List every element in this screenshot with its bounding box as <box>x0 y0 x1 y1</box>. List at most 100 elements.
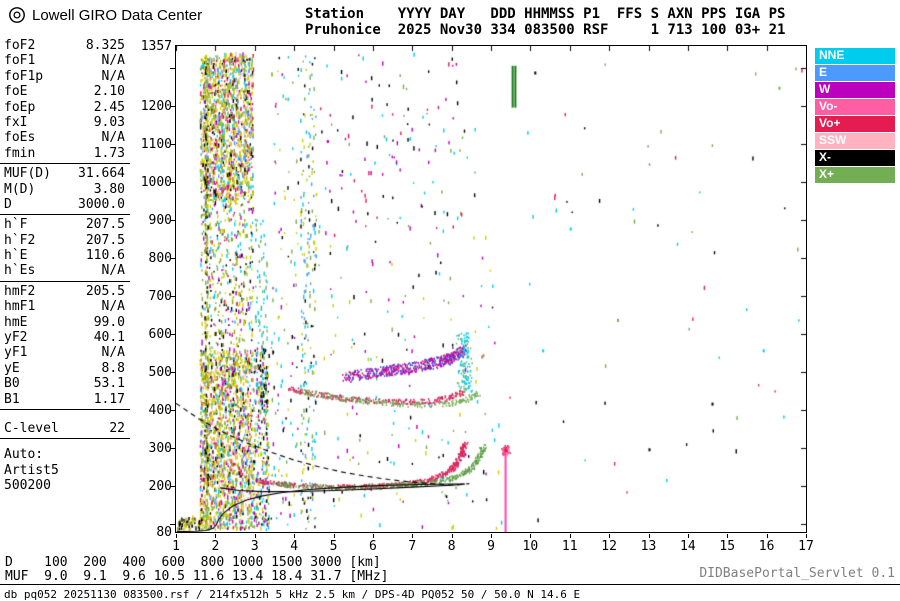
param-divider <box>0 438 130 440</box>
x-tick-mark <box>215 534 217 538</box>
ionogram-canvas <box>176 46 806 532</box>
x-tick-label: 10 <box>522 539 539 554</box>
x-tick-mark <box>806 534 807 538</box>
param-value: N/A <box>101 299 125 315</box>
param-value: 8.8 <box>101 360 125 376</box>
param-row-yf2: yF2 40.1 <box>0 330 130 345</box>
y-tick-label: 600 <box>148 327 172 343</box>
x-tick-label: 2 <box>211 539 220 554</box>
y-tick-label: 1100 <box>140 136 172 152</box>
param-value: 53.1 <box>93 376 125 392</box>
param-label: MUF(D) <box>4 166 51 182</box>
param-label: h`F <box>4 217 28 233</box>
param-row-foes: foEs N/A <box>0 130 130 145</box>
y-tick-mark <box>170 372 175 374</box>
param-row-b1: B1 1.17 <box>0 392 130 407</box>
param-value: 8.325 <box>85 38 125 53</box>
param-label: B1 <box>4 391 20 407</box>
param-row-fof2: foF2 8.325 <box>0 38 130 53</box>
x-tick-mark <box>609 534 611 538</box>
y-tick-label: 400 <box>148 403 172 419</box>
legend-item-nne: NNE <box>815 48 895 64</box>
servlet-version-label: DIDBasePortal_Servlet 0.1 <box>699 566 895 581</box>
y-tick-label: 1200 <box>140 98 172 114</box>
x-tick-mark <box>569 534 571 538</box>
y-tick-label: 200 <box>148 479 172 495</box>
y-tick-mark <box>170 334 175 336</box>
auto-label: Auto: <box>4 447 44 463</box>
param-divider <box>0 408 130 410</box>
param-label: foEs <box>4 130 36 146</box>
param-label: yF1 <box>4 345 28 361</box>
param-label: hmE <box>4 314 28 330</box>
param-label: yE <box>4 360 20 376</box>
param-value: N/A <box>101 130 125 146</box>
muf-table-distances: D 100 200 400 600 800 1000 1500 3000 [km… <box>5 555 381 570</box>
legend-item-vo-minus: Vo- <box>815 99 895 115</box>
legend-item-vo-plus: Vo+ <box>815 116 895 132</box>
x-tick-mark <box>687 534 689 538</box>
x-tick-label: 4 <box>290 539 299 554</box>
param-value: 31.664 <box>78 166 125 182</box>
station-header-line1: Station YYYY DAY DDD HHMMSS P1 FFS S AXN… <box>305 6 786 22</box>
param-row-d: D 3000.0 <box>0 197 130 212</box>
legend-item-x-minus: X- <box>815 150 895 166</box>
x-tick-label: 3 <box>250 539 259 554</box>
param-value: 207.5 <box>85 232 125 248</box>
param-divider <box>0 214 130 216</box>
param-value: 207.5 <box>85 217 125 233</box>
param-label: foF1 <box>4 53 36 69</box>
x-tick-label: 5 <box>329 539 338 554</box>
y-tick-mark <box>170 67 175 69</box>
param-label: foEp <box>4 99 36 115</box>
x-tick-label: 16 <box>758 539 775 554</box>
legend-item-w: W <box>815 82 895 98</box>
giro-logo-icon <box>9 7 25 23</box>
x-tick-mark <box>451 534 453 538</box>
x-tick-label: 6 <box>368 539 377 554</box>
param-group-4: C-level 22 <box>0 421 130 436</box>
param-row-hmf2: hmF2 205.5 <box>0 284 130 299</box>
x-tick-label: 8 <box>447 539 456 554</box>
status-line: db pq052 20251130 083500.rsf / 214fx512h… <box>4 588 581 601</box>
header-logo-row: Lowell GIRO Data Center <box>8 6 202 24</box>
x-tick-label: 7 <box>408 539 417 554</box>
param-row-he: h`E 110.6 <box>0 248 130 263</box>
ionogram-plot <box>175 45 807 533</box>
legend-item-ssw: SSW <box>815 133 895 149</box>
param-value: N/A <box>101 345 125 361</box>
auto-value-0: Artist5 <box>4 462 59 478</box>
param-label: yF2 <box>4 330 28 346</box>
y-tick-mark <box>170 181 175 183</box>
param-label: C-level <box>4 420 59 436</box>
param-group-0: foF2 8.325 foF1 N/A foF1p N/A foE 2.10 foEp 2.45 f… <box>0 38 130 161</box>
param-value: N/A <box>101 263 125 279</box>
y-tick-label: 300 <box>148 441 172 457</box>
param-group-2: h`F 207.5 h`F2 207.5 h`E 110.6 h`Es N/A <box>0 217 130 279</box>
param-value: 110.6 <box>85 248 125 264</box>
param-value: 40.1 <box>93 330 125 346</box>
parameter-panel: foF2 8.325 foF1 N/A foF1p N/A foE 2.10 foEp 2.45 f… <box>0 38 130 493</box>
y-tick-label: 800 <box>148 250 172 266</box>
y-tick-label: 500 <box>148 365 172 381</box>
param-row-clevel: C-level 22 <box>0 421 130 436</box>
app-title: Lowell GIRO Data Center <box>32 6 203 24</box>
x-tick-mark <box>648 534 650 538</box>
param-label: foF2 <box>4 38 36 53</box>
param-label: D <box>4 196 12 212</box>
param-group-1: MUF(D) 31.664 M(D) 3.80 D 3000.0 <box>0 166 130 212</box>
y-tick-label: 700 <box>148 289 172 305</box>
param-row-fxi: fxI 9.03 <box>0 115 130 130</box>
x-tick-mark <box>294 534 296 538</box>
y-tick-label: 80 <box>156 525 172 540</box>
auto-value-1: 500200 <box>4 477 51 493</box>
param-row-mufd: MUF(D) 31.664 <box>0 166 130 181</box>
x-tick-mark <box>412 534 414 538</box>
param-label: B0 <box>4 376 20 392</box>
param-divider <box>0 163 130 165</box>
param-row-ye: yE 8.8 <box>0 361 130 376</box>
muf-table-values: MUF 9.0 9.1 9.6 10.5 11.6 13.4 18.4 31.7… <box>5 569 389 584</box>
y-tick-mark <box>170 486 175 488</box>
param-label: foF1p <box>4 68 44 84</box>
param-value: 9.03 <box>93 114 125 130</box>
